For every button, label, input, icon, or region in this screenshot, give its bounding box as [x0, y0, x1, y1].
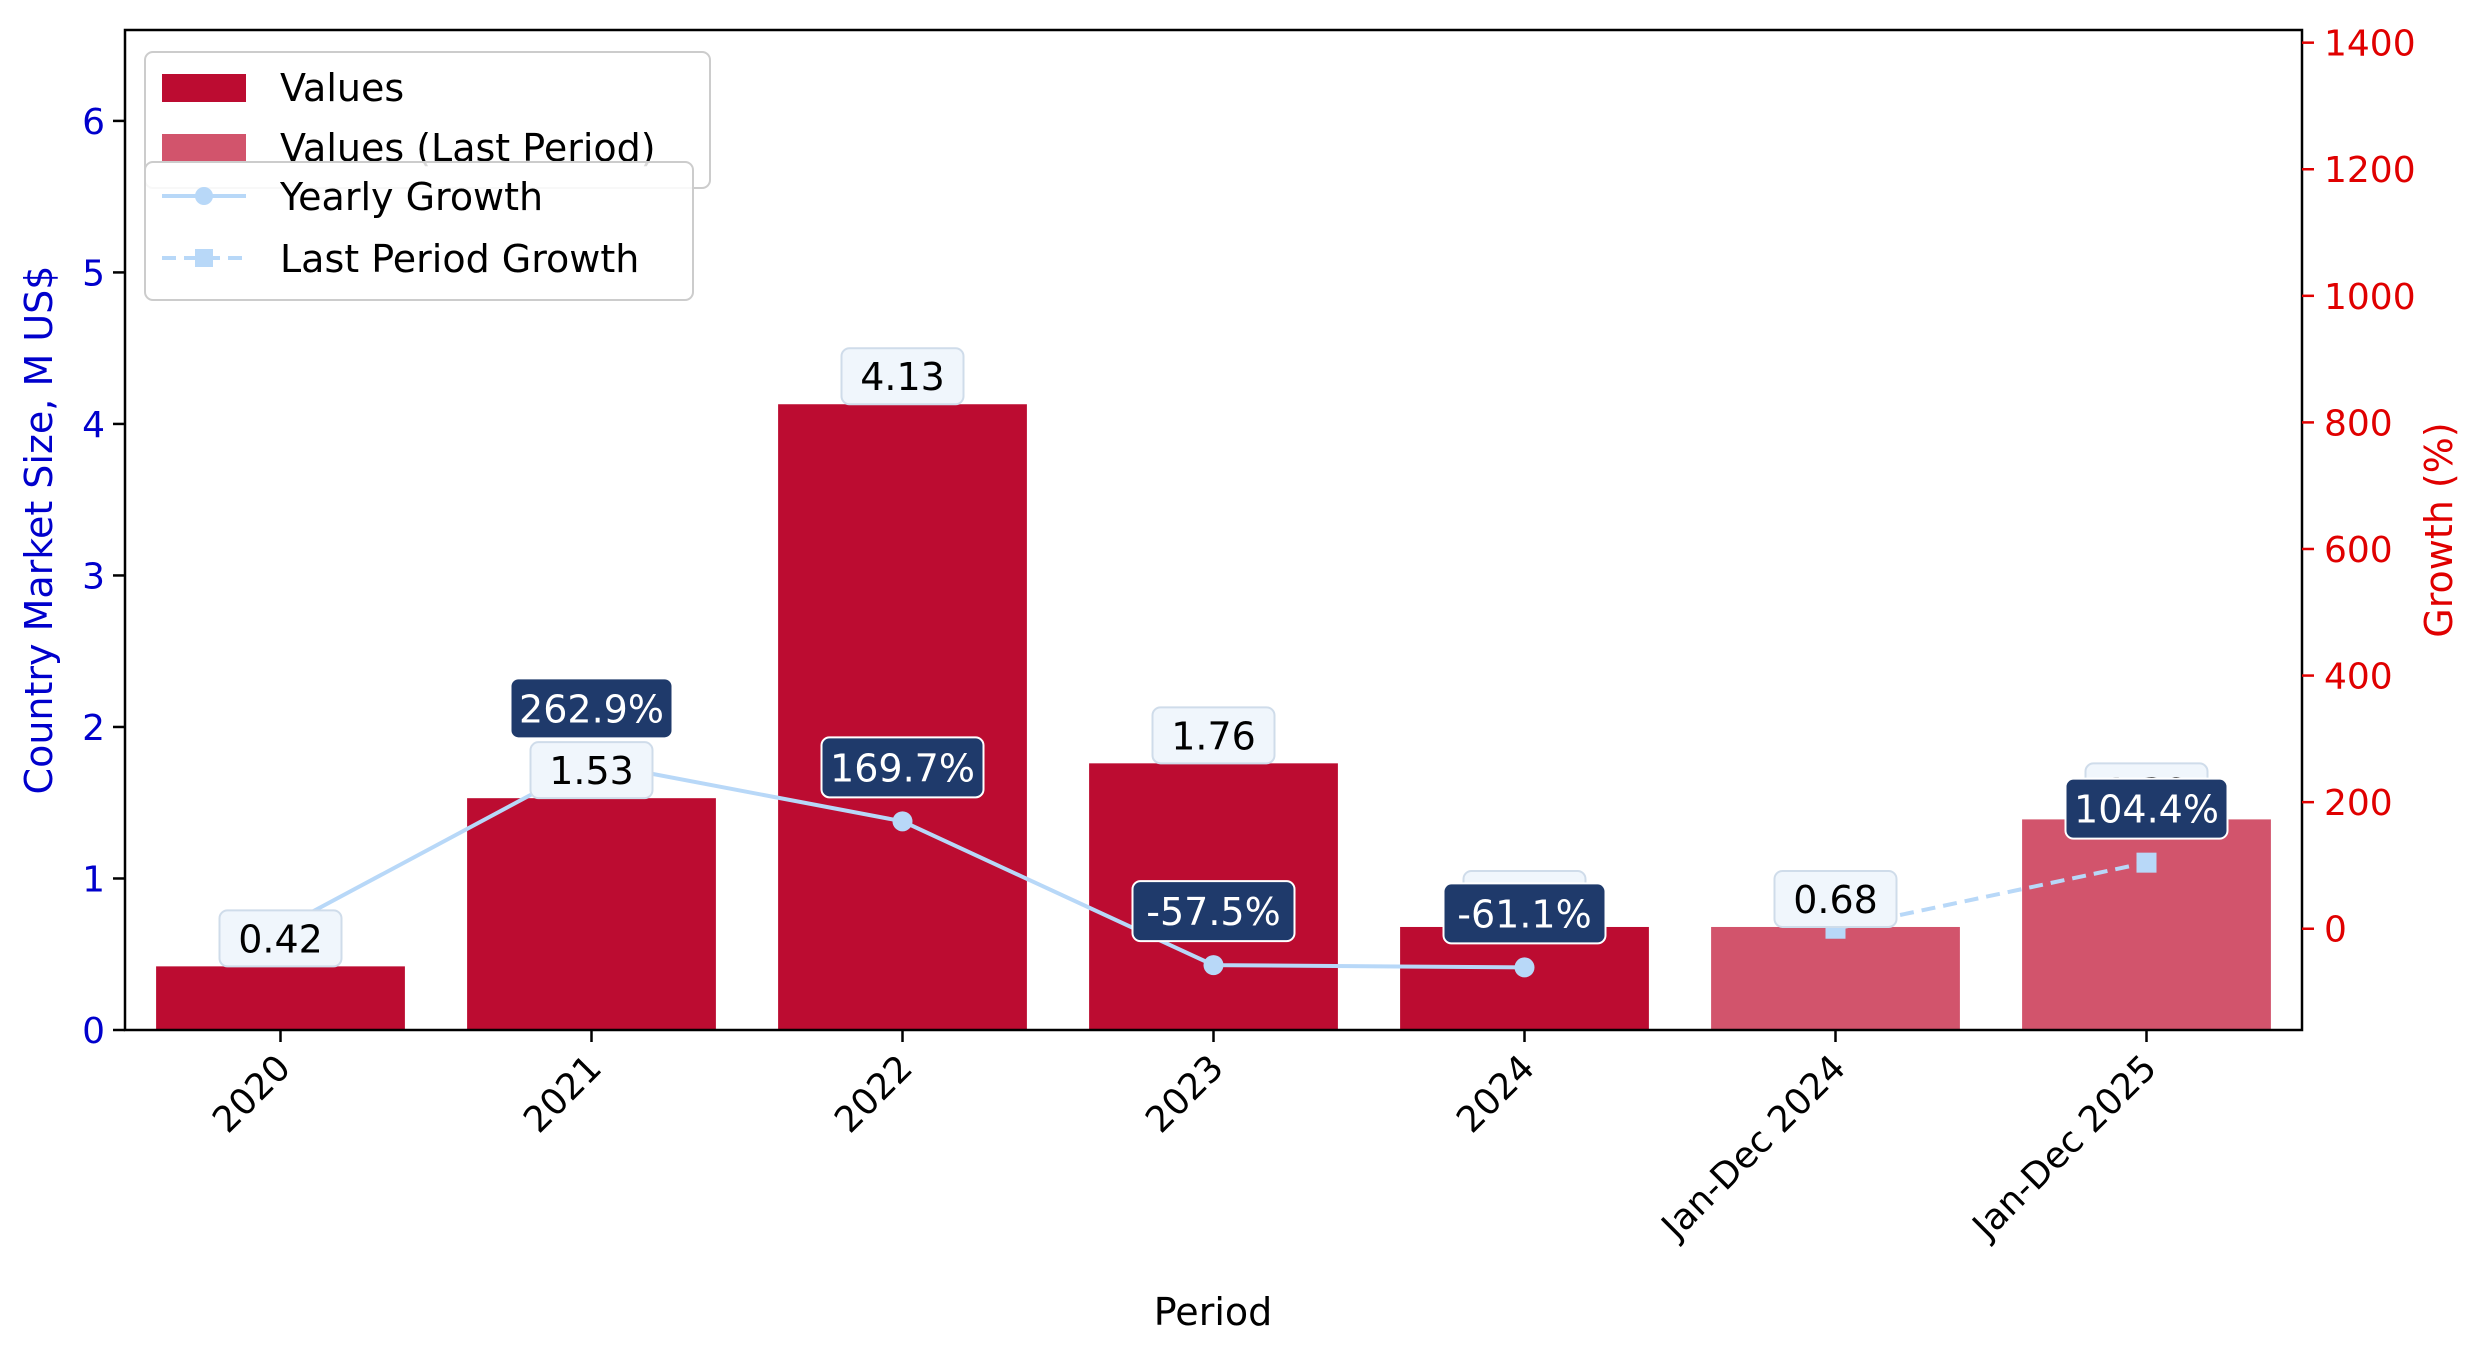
y2-tick-label: 1000: [2324, 277, 2416, 318]
growth-label: -61.1%: [1457, 892, 1591, 936]
y-tick-label: 2: [82, 708, 105, 749]
legend-swatch-last-period: [162, 134, 246, 162]
y2-tick-label: 600: [2324, 530, 2393, 571]
last-period-growth-point: [2136, 852, 2157, 873]
growth-label-box: [1131, 880, 1296, 943]
growth-label-box: [2064, 777, 2229, 840]
yearly-growth-point: [892, 811, 913, 832]
value-label-box: [218, 909, 343, 968]
value-label: 0.42: [238, 917, 323, 961]
growth-label-box: [1442, 882, 1607, 945]
value-label: 0.68: [1793, 878, 1878, 922]
y-axis-title: Country Market Size, M US$: [17, 266, 61, 795]
value-label-box: [1773, 869, 1898, 928]
y-tick-label: 5: [82, 253, 105, 294]
y-tick-label: 1: [82, 859, 105, 900]
y-tick-label: 3: [82, 556, 105, 597]
x-axis-title: Period: [1154, 1290, 1273, 1334]
bar-last-period: [2022, 819, 2271, 1030]
left-y-axis: 0 1 2 3 4 5 6: [82, 102, 125, 1052]
y-tick-label: 4: [82, 405, 105, 446]
growth-label-box: [509, 677, 674, 740]
legend-marker-yearly-growth: [195, 187, 213, 205]
growth-label-box: [820, 736, 985, 799]
yearly-growth-point: [1514, 957, 1535, 978]
legend-lines-box: [144, 161, 694, 301]
right-y-axis: 0 200 400 600 800 1000 1200 1400: [2302, 24, 2416, 951]
bar-values: [467, 798, 716, 1030]
y2-tick-label: 800: [2324, 403, 2393, 444]
growth-label: 262.9%: [519, 687, 664, 731]
value-label: 4.13: [860, 355, 945, 399]
value-label-box: [1151, 706, 1276, 765]
yearly-growth-point: [1203, 955, 1224, 976]
value-label: 1.53: [549, 749, 634, 793]
y-tick-label: 6: [82, 102, 105, 143]
legend-lines: Yearly Growth Last Period Growth: [144, 161, 694, 301]
y-tick-label: 0: [82, 1011, 105, 1052]
legend-marker-last-period-growth: [195, 249, 213, 267]
bar-last-period: [1711, 926, 1960, 1030]
y2-tick-label: 200: [2324, 783, 2393, 824]
value-label-box: [529, 741, 654, 800]
growth-label: 104.4%: [2074, 788, 2219, 832]
legend-swatch-values: [162, 74, 246, 102]
y2-axis-title: Growth (%): [2417, 422, 2461, 637]
value-labels-layer: 0.421.534.131.760.680.681.39: [218, 347, 2209, 968]
y2-tick-label: 400: [2324, 657, 2393, 698]
y2-tick-label: 1200: [2324, 150, 2416, 191]
value-label: 1.76: [1171, 714, 1256, 758]
bar-values: [778, 404, 1027, 1030]
y2-tick-label: 1400: [2324, 24, 2416, 65]
legend-label-last-period-growth: Last Period Growth: [280, 237, 639, 281]
legend-label-values: Values: [280, 66, 404, 110]
growth-labels-layer: 262.9% 169.7% -57.5% -61.1% 104.4%: [509, 677, 2229, 945]
legend-label-yearly-growth: Yearly Growth: [279, 175, 543, 219]
y2-tick-label: 0: [2324, 910, 2347, 951]
bar-values: [156, 966, 405, 1030]
growth-label: -57.5%: [1146, 890, 1280, 934]
growth-label: 169.7%: [830, 746, 975, 790]
value-label-box: [840, 347, 965, 406]
